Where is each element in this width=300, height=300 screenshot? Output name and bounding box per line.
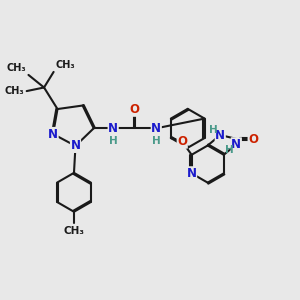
- Text: N: N: [108, 122, 118, 135]
- Text: N: N: [48, 128, 58, 140]
- Text: CH₃: CH₃: [55, 59, 75, 70]
- Text: N: N: [231, 138, 241, 151]
- Text: CH₃: CH₃: [5, 86, 24, 96]
- Text: N: N: [70, 140, 80, 152]
- Text: H: H: [225, 145, 233, 155]
- Text: H: H: [209, 124, 218, 135]
- Text: N: N: [187, 167, 196, 180]
- Text: H: H: [152, 136, 161, 146]
- Text: N: N: [151, 122, 161, 135]
- Text: O: O: [177, 135, 187, 148]
- Text: H: H: [109, 136, 118, 146]
- Text: CH₃: CH₃: [64, 226, 85, 236]
- Text: O: O: [130, 103, 140, 116]
- Text: N: N: [215, 128, 225, 142]
- Text: O: O: [248, 133, 258, 146]
- Text: CH₃: CH₃: [6, 62, 26, 73]
